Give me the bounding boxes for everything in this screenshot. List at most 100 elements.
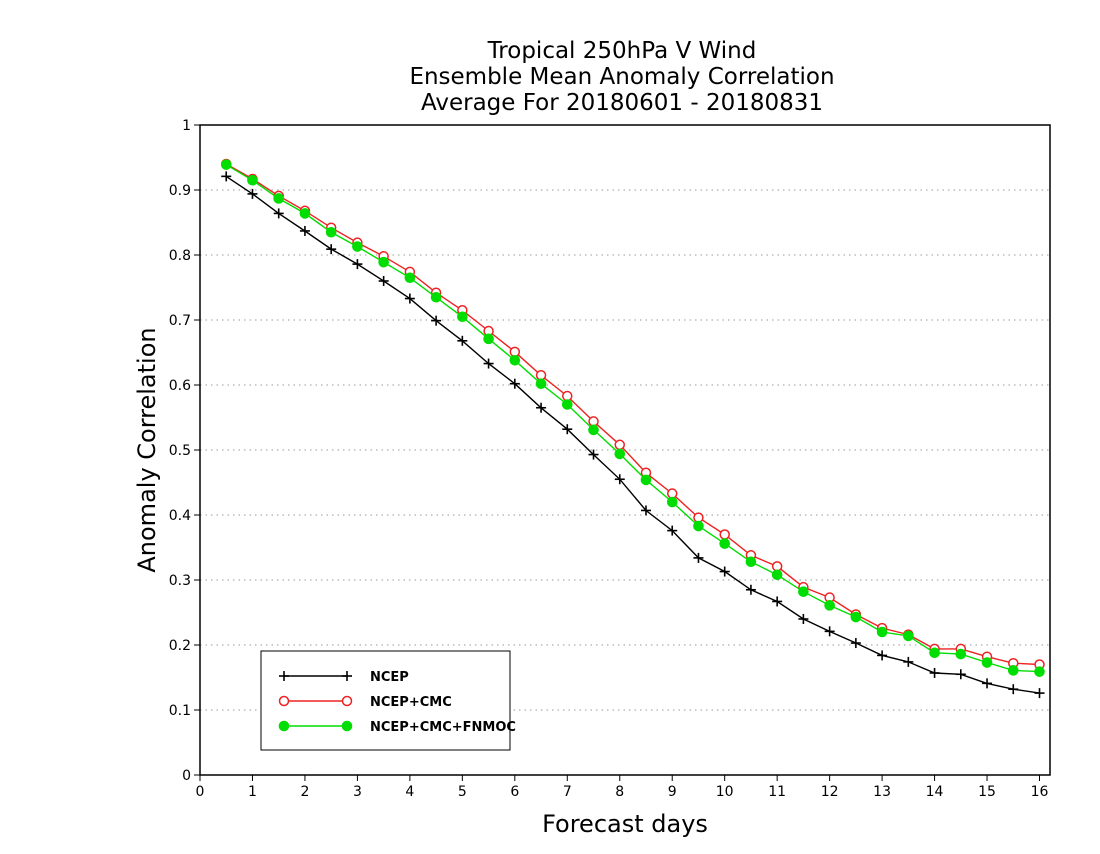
data-point: [1008, 684, 1019, 695]
data-point: [509, 378, 520, 389]
y-tick-label: 0.4: [169, 508, 191, 524]
data-point: [561, 399, 573, 410]
data-point: [693, 552, 704, 563]
data-point: [457, 335, 468, 346]
data-point: [588, 449, 599, 460]
data-point: [877, 650, 888, 661]
data-point: [745, 556, 757, 568]
data-point: [457, 311, 468, 323]
y-tick-label: 0.7: [169, 313, 191, 329]
data-point: [1034, 688, 1045, 699]
data-point: [667, 525, 678, 536]
x-tick-label: 13: [873, 784, 891, 800]
y-tick-label: 0.8: [169, 248, 191, 264]
data-point: [876, 626, 888, 638]
y-axis-ticks: 0 0.1 0.2 0.3 0.4 0.5 0.6 0.7 0.8 0.9 1: [169, 118, 200, 784]
data-point: [536, 402, 547, 413]
data-point: [745, 584, 756, 595]
series-ncep-cmc-fnmoc: [220, 159, 1045, 677]
y-tick-label: 1: [182, 118, 191, 134]
data-point: [824, 600, 835, 611]
x-tick-label: 8: [615, 784, 624, 800]
data-point: [903, 630, 914, 642]
data-point: [352, 259, 363, 270]
y-tick-label: 0: [182, 768, 191, 784]
legend-marker: [342, 671, 352, 681]
data-point: [903, 656, 914, 667]
x-tick-label: 4: [405, 784, 414, 800]
x-tick-label: 16: [1031, 784, 1049, 800]
data-point: [666, 488, 678, 499]
x-tick-label: 3: [353, 784, 362, 800]
data-point: [824, 626, 835, 637]
series-line: [225, 163, 1040, 666]
x-tick-label: 5: [458, 784, 467, 800]
chart-title-line-1: Tropical 250hPa V Wind: [487, 38, 757, 64]
data-point: [509, 355, 521, 366]
data-point: [535, 370, 547, 381]
data-point: [640, 505, 651, 516]
data-point: [666, 496, 678, 508]
x-tick-label: 10: [716, 784, 734, 800]
legend: NCEP NCEP+CMC NCEP+CMC+FNMOC: [260, 650, 516, 751]
data-point: [850, 638, 861, 649]
data-point: [404, 293, 415, 304]
x-tick-label: 6: [510, 784, 519, 800]
x-axis-label: Forecast days: [542, 810, 708, 838]
legend-marker: [279, 671, 289, 681]
legend-box: [260, 650, 511, 751]
data-point: [955, 669, 966, 680]
data-point: [404, 272, 416, 284]
data-point: [535, 378, 547, 390]
legend-label: NCEP+CMC+FNMOC: [370, 720, 516, 735]
data-point: [588, 416, 599, 427]
legend-entry: NCEP+CMC+FNMOC: [278, 720, 516, 735]
x-tick-label: 1: [248, 784, 257, 800]
chart-title: Tropical 250hPa V Wind Ensemble Mean Ano…: [409, 38, 834, 116]
data-point: [719, 566, 730, 577]
legend-marker: [278, 695, 290, 707]
legend-entry: NCEP+CMC: [278, 695, 452, 710]
x-axis-ticks: 0 1 2 3 4 5 6 7 8 9 10 11 12 13 14 15 16: [196, 775, 1049, 800]
data-point: [719, 529, 730, 540]
data-point: [562, 424, 573, 435]
y-tick-label: 0.2: [169, 638, 191, 654]
data-point: [299, 208, 311, 219]
data-point: [981, 657, 993, 668]
data-point: [798, 586, 809, 598]
y-tick-label: 0.1: [169, 703, 191, 719]
x-tick-label: 7: [563, 784, 572, 800]
x-tick-label: 15: [978, 784, 996, 800]
x-tick-label: 11: [768, 784, 786, 800]
y-axis-label: Anomaly Correlation: [133, 327, 161, 572]
data-point: [483, 333, 494, 345]
legend-label: NCEP+CMC: [370, 695, 452, 710]
legend-marker: [341, 695, 353, 707]
data-point: [220, 159, 232, 170]
data-point: [929, 667, 940, 678]
data-point: [247, 188, 258, 199]
data-point: [378, 276, 389, 286]
data-point: [430, 291, 442, 303]
x-tick-label: 2: [300, 784, 309, 800]
y-tick-label: 0.5: [169, 443, 191, 459]
data-point: [771, 569, 783, 581]
data-point: [299, 225, 310, 236]
data-point: [1007, 665, 1019, 676]
series-ncep: [221, 171, 1045, 699]
data-point: [982, 678, 993, 689]
data-point: [221, 171, 232, 182]
data-point: [247, 174, 258, 186]
series-line: [225, 175, 1040, 694]
x-tick-label: 12: [821, 784, 839, 800]
data-point: [772, 596, 783, 607]
data-point: [798, 614, 809, 624]
data-point: [273, 193, 285, 204]
y-tick-label: 0.3: [169, 573, 191, 589]
legend-label: NCEP: [370, 670, 409, 685]
x-tick-label: 0: [196, 784, 205, 800]
legend-entry: NCEP: [279, 670, 409, 685]
x-tick-label: 14: [926, 784, 944, 800]
